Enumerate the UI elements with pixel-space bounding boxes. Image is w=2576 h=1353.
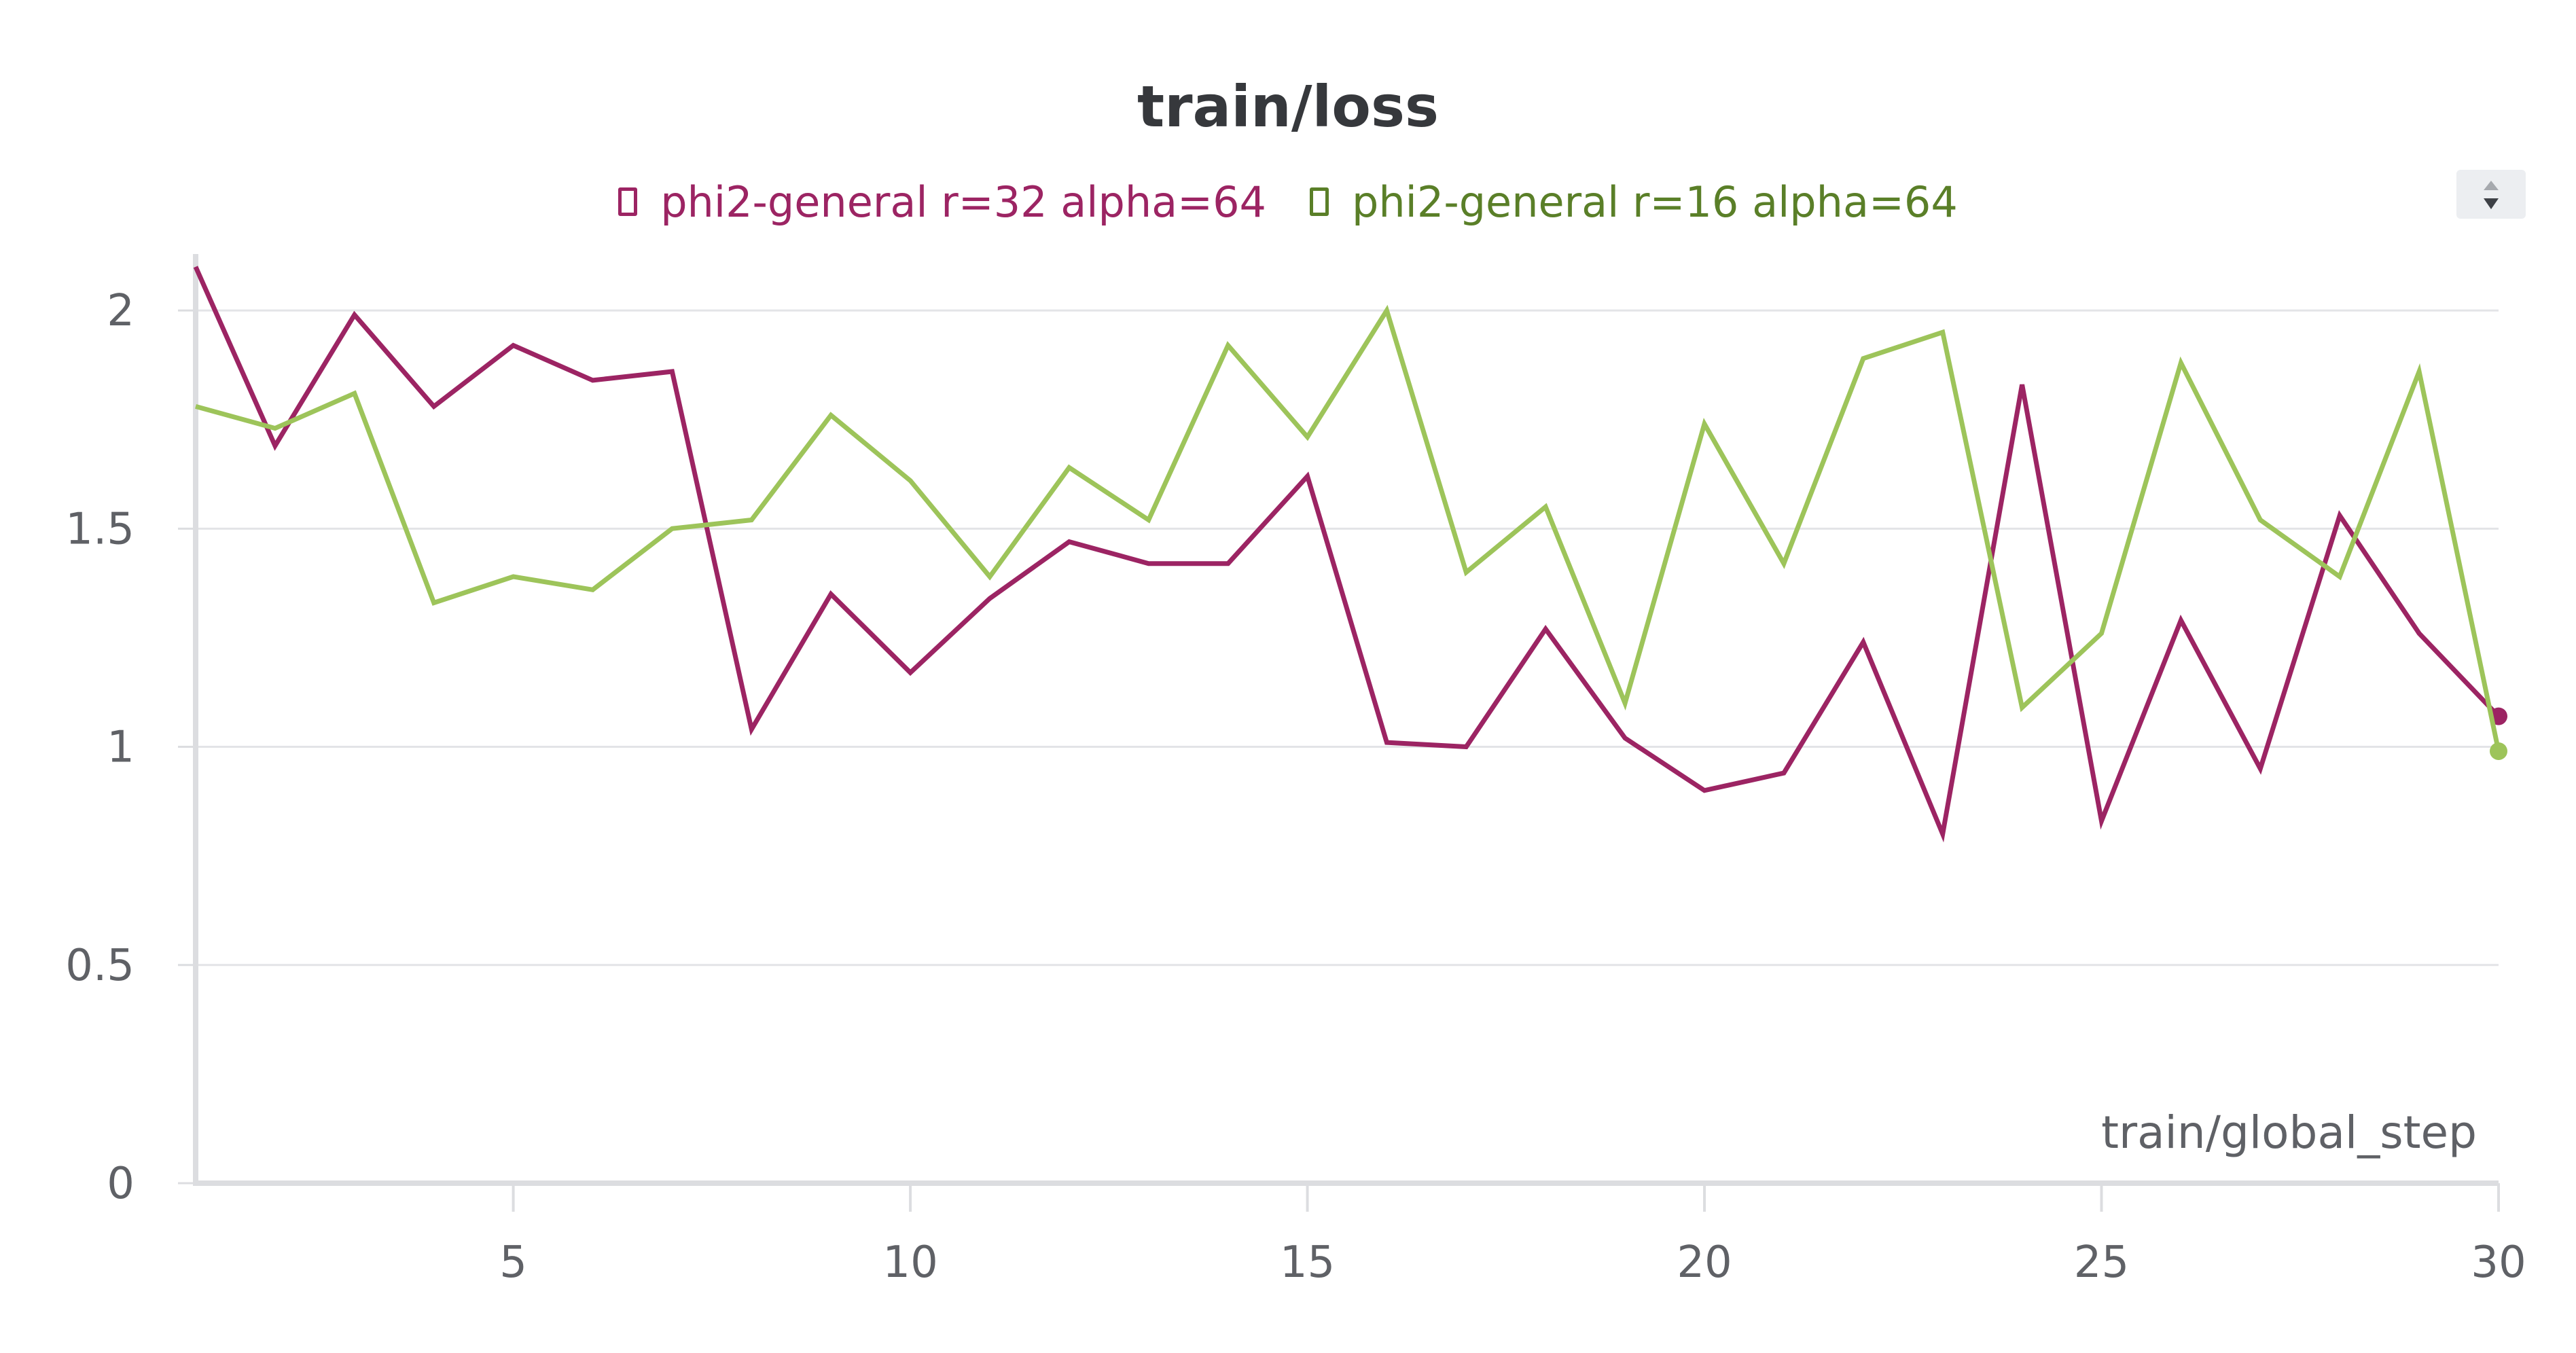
x-tick-label: 25 [2074, 1238, 2129, 1288]
x-axis-title: train/global_step [2101, 1106, 2477, 1159]
y-tick-label: 1.5 [65, 504, 135, 554]
series-end-point-2[interactable] [2490, 742, 2507, 760]
legend-label: phi2-general r=32 alpha=64 [660, 177, 1266, 227]
legend-scroll-icon[interactable] [2456, 170, 2526, 219]
legend-item-series-1[interactable]: phi2-general r=32 alpha=64 [618, 177, 1266, 227]
legend-item-series-2[interactable]: phi2-general r=16 alpha=64 [1310, 177, 1958, 227]
x-tick-label: 20 [1677, 1238, 1732, 1288]
x-tick-label: 10 [882, 1238, 937, 1288]
axes [178, 254, 2500, 1212]
chart-title: train/loss [1137, 73, 1439, 140]
tick-labels: 00.511.525 10 15 20 25 30 [65, 286, 2526, 1288]
series-line-1[interactable] [193, 266, 2501, 843]
x-tick-label: 30 [2471, 1238, 2526, 1288]
series-layer [193, 266, 2507, 843]
series-line-2[interactable] [195, 304, 2501, 752]
x-tick-label: 5 [499, 1238, 527, 1288]
legend-swatch-icon [618, 187, 638, 216]
grid [196, 309, 2499, 967]
y-tick-label: 2 [107, 286, 135, 336]
x-tick-label: 15 [1280, 1238, 1335, 1288]
legend-label: phi2-general r=16 alpha=64 [1352, 177, 1958, 227]
y-tick-label: 1 [107, 723, 135, 773]
y-tick-label: 0.5 [65, 941, 135, 991]
legend-swatch-icon [1310, 187, 1329, 216]
y-tick-label: 0 [107, 1159, 135, 1209]
legend: phi2-general r=32 alpha=64 phi2-general … [0, 171, 2576, 232]
